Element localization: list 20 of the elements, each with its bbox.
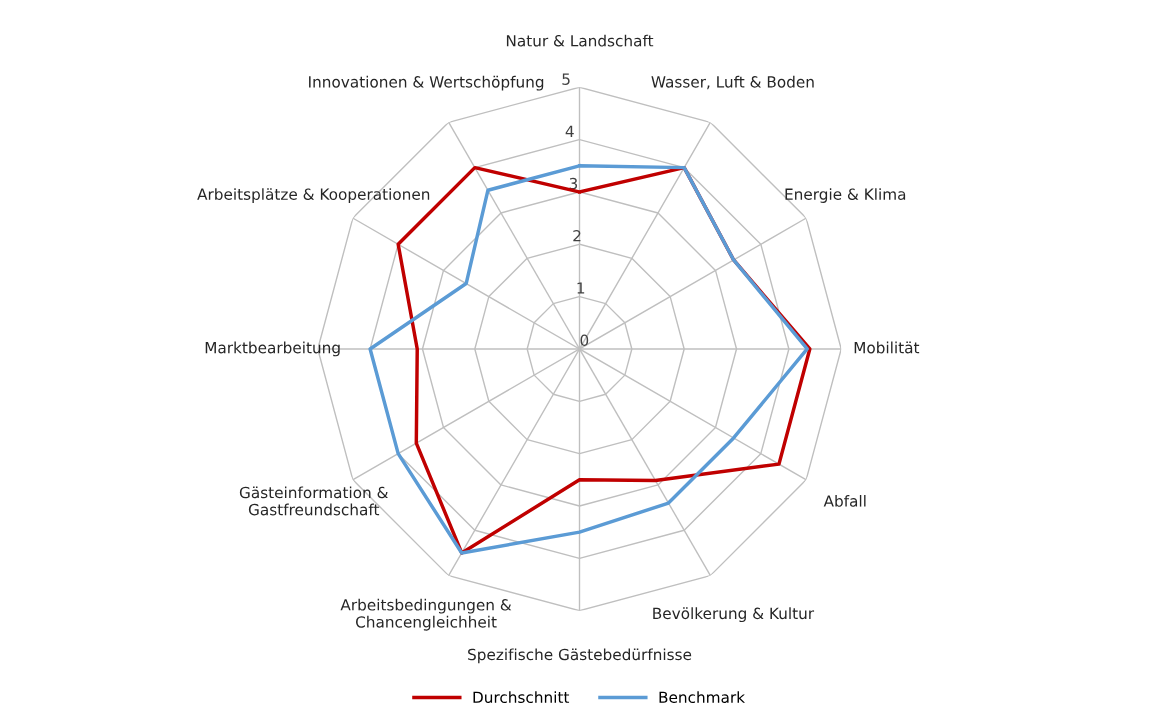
spoke-label: Arbeitsplätze & Kooperationen bbox=[197, 188, 430, 203]
spoke-label: Innovationen & Wertschöpfung bbox=[309, 75, 544, 91]
y-tick-label: 1 bbox=[577, 282, 585, 294]
y-tick-label: 4 bbox=[565, 125, 574, 137]
y-tick-label: 3 bbox=[569, 177, 578, 190]
y-tick-label: 2 bbox=[573, 230, 581, 242]
y-tick-label: 0 bbox=[580, 334, 589, 346]
legend-label: Durchschnitt bbox=[473, 691, 570, 704]
spoke-label: Wasser, Luft & Boden bbox=[651, 75, 814, 90]
legend-label: Benchmark bbox=[659, 691, 746, 704]
spoke-label: Spezifische Gästebedürfnisse bbox=[468, 648, 692, 664]
spoke-label: Mobilität bbox=[854, 341, 920, 354]
spoke-label: Natur & Landschaft bbox=[506, 34, 654, 47]
spoke-label: Arbeitsbedingungen & Chancengleichheit bbox=[340, 598, 512, 631]
spoke-label: Gästeinformation & Gastfreundschaft bbox=[239, 486, 389, 516]
spoke-label: Bevölkerung & Kultur bbox=[653, 607, 815, 623]
spoke-label: Energie & Klima bbox=[785, 188, 906, 203]
spoke-label: Abfall bbox=[823, 495, 866, 507]
spoke-label: Marktbearbeitung bbox=[205, 341, 340, 357]
y-tick-label: 5 bbox=[562, 73, 570, 85]
